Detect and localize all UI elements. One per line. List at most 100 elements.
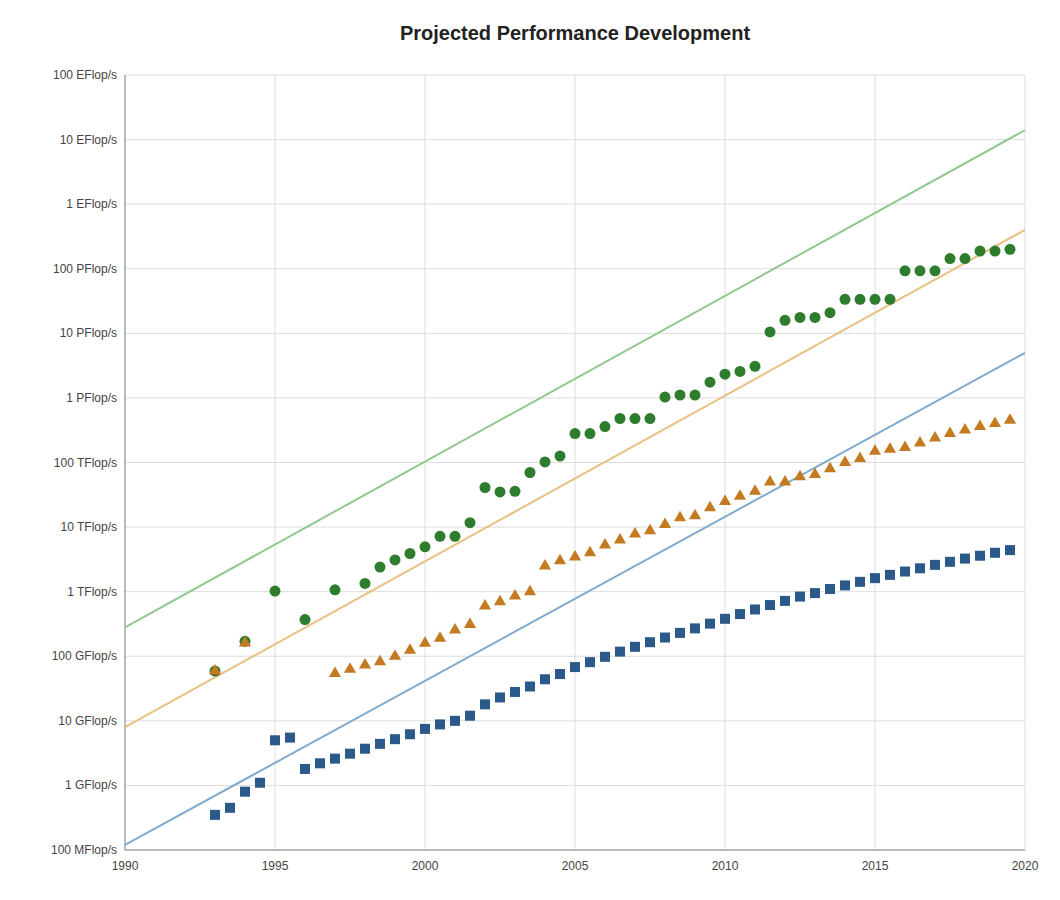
y-tick-label: 100 TFlop/s xyxy=(54,456,117,470)
point xyxy=(225,803,235,813)
point xyxy=(435,531,446,542)
point xyxy=(405,548,416,559)
point xyxy=(719,494,731,505)
point xyxy=(735,366,746,377)
point xyxy=(629,527,641,538)
x-tick-label: 1990 xyxy=(112,859,139,873)
series xyxy=(209,413,1016,677)
point xyxy=(584,546,596,557)
point xyxy=(539,559,551,570)
point xyxy=(660,392,671,403)
point xyxy=(540,674,550,684)
title: Projected Performance Development xyxy=(400,22,750,44)
chart: Projected Performance Development100 MFl… xyxy=(0,0,1060,900)
point xyxy=(390,554,401,565)
point xyxy=(870,294,881,305)
point xyxy=(525,467,536,478)
point xyxy=(255,778,265,788)
point xyxy=(750,604,760,614)
point xyxy=(690,623,700,633)
point xyxy=(795,592,805,602)
point xyxy=(509,589,521,600)
y-tick-label: 100 PFlop/s xyxy=(53,262,117,276)
point xyxy=(705,619,715,629)
point xyxy=(659,517,671,528)
point xyxy=(315,758,325,768)
trend-line xyxy=(125,230,1025,727)
point xyxy=(900,265,911,276)
point xyxy=(494,595,506,606)
point xyxy=(210,810,220,820)
point xyxy=(585,428,596,439)
point xyxy=(720,614,730,624)
point xyxy=(734,489,746,500)
point xyxy=(915,265,926,276)
point xyxy=(570,662,580,672)
point xyxy=(674,511,686,521)
point xyxy=(345,749,355,759)
point xyxy=(779,475,791,486)
point xyxy=(945,557,955,567)
point xyxy=(689,509,701,519)
point xyxy=(465,517,476,528)
point xyxy=(810,312,821,323)
point xyxy=(884,442,896,453)
point xyxy=(900,567,910,577)
series xyxy=(210,244,1016,677)
y-tick-label: 1 GFlop/s xyxy=(65,778,117,792)
point xyxy=(240,787,250,797)
series xyxy=(125,130,1025,627)
point xyxy=(645,637,655,647)
point xyxy=(495,486,506,497)
x-tick-label: 2010 xyxy=(712,859,739,873)
point xyxy=(975,551,985,561)
point xyxy=(600,421,611,432)
point xyxy=(1005,545,1015,555)
point xyxy=(420,541,431,552)
point xyxy=(404,643,416,654)
point xyxy=(330,754,340,764)
point xyxy=(615,647,625,657)
point xyxy=(434,631,446,642)
point xyxy=(764,475,776,486)
point xyxy=(960,253,971,264)
point xyxy=(450,531,461,542)
point xyxy=(914,436,926,447)
point xyxy=(390,734,400,744)
point xyxy=(944,427,956,438)
point xyxy=(854,452,866,463)
point xyxy=(524,585,536,596)
point xyxy=(720,369,731,380)
point xyxy=(749,484,761,495)
point xyxy=(824,462,836,473)
point xyxy=(630,642,640,652)
point xyxy=(915,563,925,573)
grid xyxy=(125,75,1025,850)
point xyxy=(465,711,475,721)
point xyxy=(765,326,776,337)
point xyxy=(209,664,221,675)
y-tick-label: 1 EFlop/s xyxy=(66,197,117,211)
y-tick-label: 100 GFlop/s xyxy=(52,649,117,663)
point xyxy=(300,764,310,774)
point xyxy=(855,294,866,305)
y-axis-line xyxy=(125,75,126,850)
point xyxy=(554,554,566,565)
point xyxy=(495,692,505,702)
point xyxy=(825,584,835,594)
point xyxy=(525,682,535,692)
x-tick-label: 2005 xyxy=(562,859,589,873)
point xyxy=(675,389,686,400)
series xyxy=(125,230,1025,727)
series xyxy=(125,353,1025,845)
point xyxy=(569,550,581,561)
x-tick-label: 1995 xyxy=(262,859,289,873)
y-tick-label: 10 PFlop/s xyxy=(60,326,117,340)
point xyxy=(690,390,701,401)
point xyxy=(359,658,371,669)
point xyxy=(675,628,685,638)
point xyxy=(360,578,371,589)
series xyxy=(210,545,1015,820)
point xyxy=(809,468,821,479)
point xyxy=(1005,244,1016,255)
